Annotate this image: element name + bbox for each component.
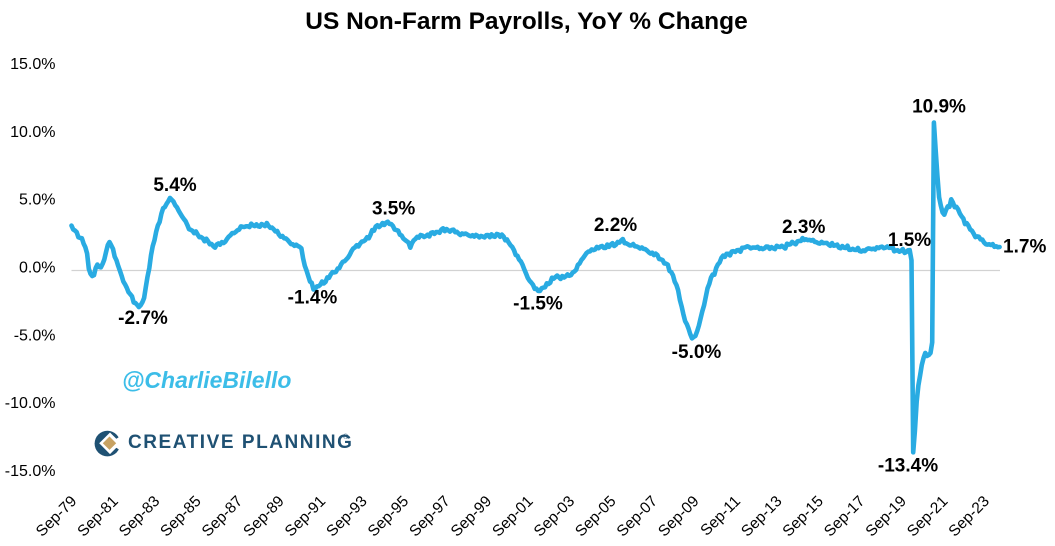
svg-text:-15.0%: -15.0%: [5, 463, 56, 480]
svg-text:15.0%: 15.0%: [10, 56, 55, 73]
svg-text:®: ®: [343, 433, 349, 441]
svg-text:0.0%: 0.0%: [19, 260, 55, 277]
svg-text:-13.4%: -13.4%: [878, 456, 938, 477]
svg-text:5.4%: 5.4%: [153, 175, 196, 196]
svg-text:-1.4%: -1.4%: [288, 288, 338, 309]
svg-text:1.7%: 1.7%: [1003, 237, 1046, 258]
svg-text:-2.7%: -2.7%: [118, 308, 168, 329]
svg-text:2.2%: 2.2%: [594, 215, 637, 236]
svg-text:US Non-Farm Payrolls, YoY % Ch: US Non-Farm Payrolls, YoY % Change: [305, 8, 747, 35]
svg-text:-5.0%: -5.0%: [672, 342, 722, 363]
svg-text:-5.0%: -5.0%: [14, 327, 56, 344]
svg-text:5.0%: 5.0%: [19, 192, 55, 209]
svg-text:10.9%: 10.9%: [912, 97, 966, 118]
svg-text:2.3%: 2.3%: [782, 217, 825, 238]
svg-text:@CharlieBilello: @CharlieBilello: [122, 367, 291, 393]
svg-text:CREATIVE PLANNING: CREATIVE PLANNING: [128, 432, 354, 453]
svg-text:1.5%: 1.5%: [888, 230, 931, 251]
svg-text:3.5%: 3.5%: [372, 199, 415, 220]
svg-text:-10.0%: -10.0%: [5, 395, 56, 412]
svg-text:-1.5%: -1.5%: [513, 294, 563, 315]
svg-text:10.0%: 10.0%: [10, 124, 55, 141]
